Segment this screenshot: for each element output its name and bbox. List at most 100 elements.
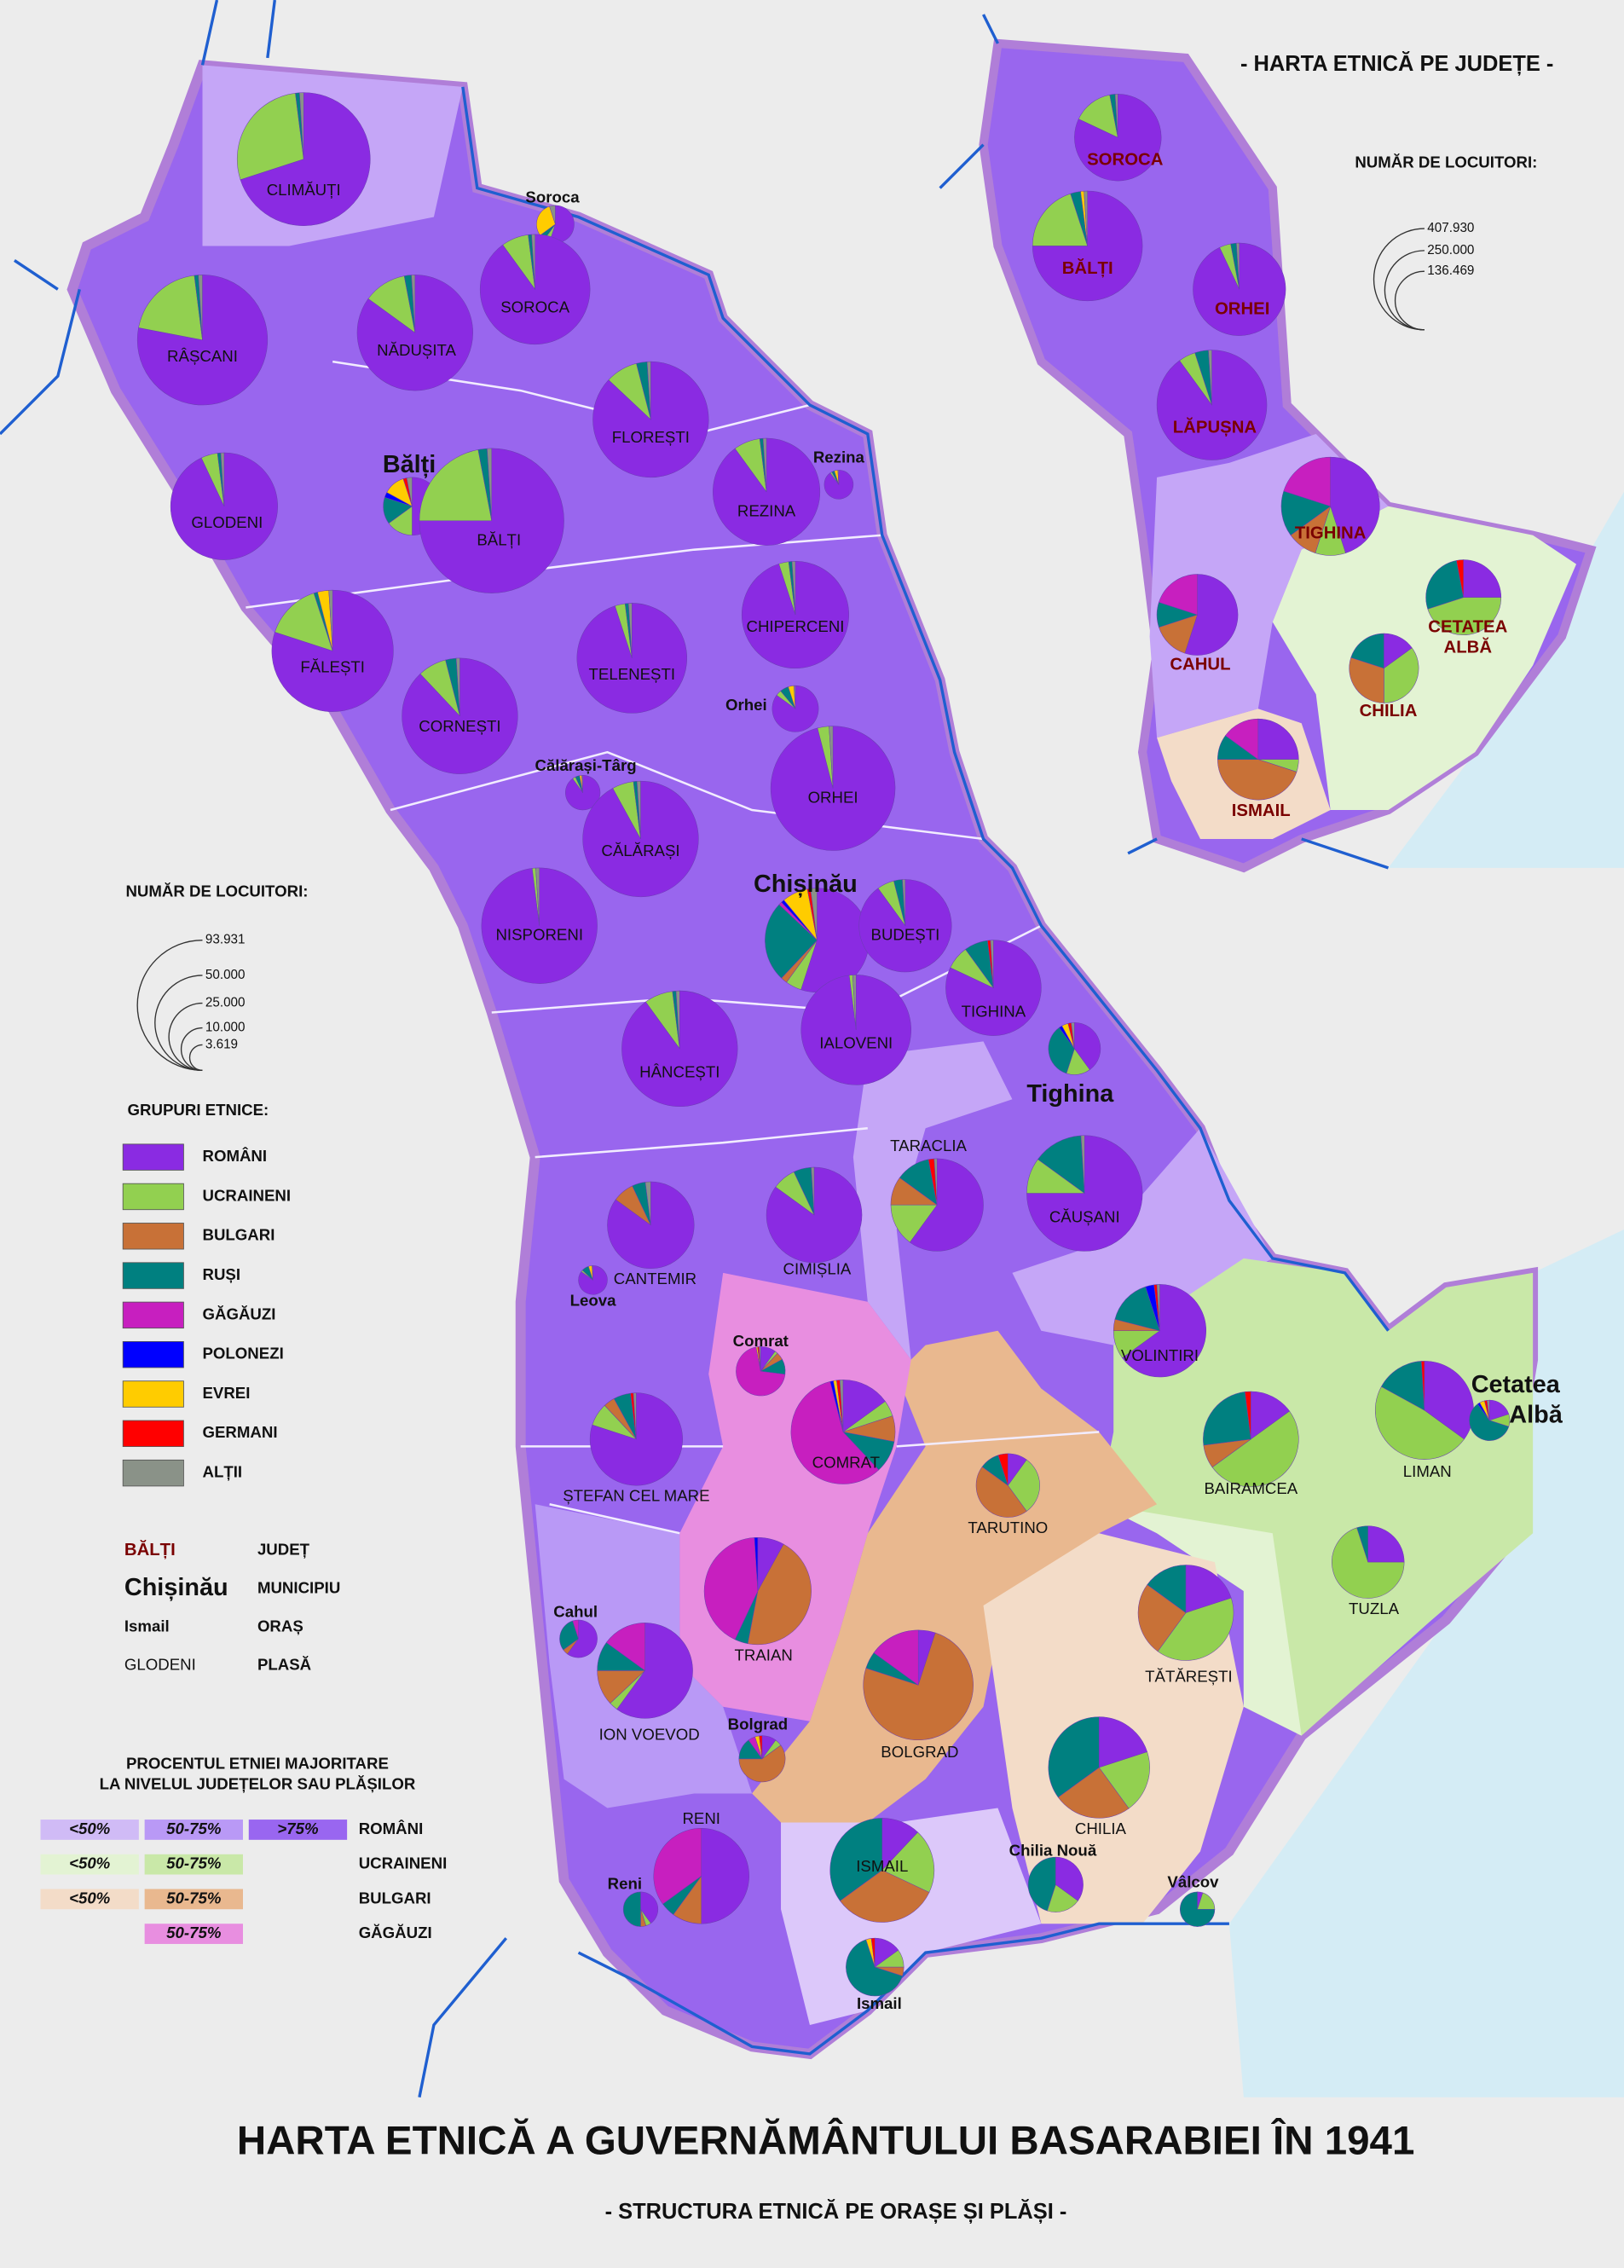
pie-slice [1074, 1022, 1101, 1070]
legend-label: ROMÂNI [202, 1147, 267, 1165]
majority-swatch [144, 1820, 243, 1840]
majority-group: BULGARI [359, 1889, 431, 1906]
population-title: NUMĂR DE LOCUITORI: [125, 882, 308, 900]
pie-slice [1084, 190, 1088, 246]
pie-slice [1156, 350, 1268, 460]
pie-slice [644, 1181, 651, 1225]
region-ukrainian-light [1099, 1504, 1302, 1736]
pie-slice [762, 437, 767, 492]
majority-class: >75% [277, 1820, 319, 1837]
pie-slice [549, 205, 556, 225]
place-label: NISPORENI [495, 926, 583, 944]
county-label: CAHUL [1170, 656, 1230, 674]
pie-slice [1147, 1565, 1187, 1613]
majority-swatch [40, 1889, 139, 1910]
pie-slice [1425, 560, 1464, 610]
place-label: Orhei [725, 696, 767, 714]
pie-slice [1203, 1391, 1251, 1446]
pie-slice [754, 1537, 759, 1592]
pie-slice [419, 449, 493, 522]
subtitle: - STRUCTURA ETNICĂ PE ORAȘE ȘI PLĂȘI - [605, 2199, 1067, 2224]
place-label: BAIRAMCEA [1204, 1479, 1297, 1497]
pie-slice [1078, 94, 1118, 138]
scale-circle [168, 1002, 203, 1072]
county-label: SOROCA [1087, 151, 1164, 170]
pie-slice [1236, 242, 1240, 290]
pie-slice [1217, 759, 1297, 801]
majority-class: <50% [69, 1889, 111, 1906]
pie-slice [1074, 94, 1162, 182]
pie-slice [863, 1632, 974, 1740]
label-example: Ismail [124, 1617, 170, 1634]
legend-swatch [122, 1380, 184, 1408]
pie-slice [829, 1818, 883, 1901]
pie-slice [1008, 1459, 1040, 1512]
county-label: CETATEA [1428, 618, 1507, 637]
pie-slice [581, 775, 583, 793]
pie-slice [1251, 1391, 1290, 1440]
pie-slice [299, 92, 304, 159]
pie-slice [1469, 1403, 1510, 1441]
pie-slice [1330, 456, 1380, 553]
scale-label: 250.000 [1427, 243, 1474, 257]
pie-slice [1349, 657, 1384, 703]
place-label: REZINA [737, 501, 796, 519]
pie-slice [627, 603, 633, 658]
pie-slice [829, 726, 834, 789]
place-label: RÂȘCANI [167, 347, 238, 365]
legend-label: RUȘI [202, 1265, 240, 1283]
place-label: Vâlcov [1167, 1873, 1219, 1891]
pie-slice [567, 1619, 598, 1658]
label-meaning: PLASĂ [257, 1655, 311, 1673]
rivers [0, 0, 1390, 2098]
place-label: TUZLA [1349, 1600, 1400, 1617]
scale-label: 25.000 [205, 996, 246, 1010]
pie-slice [1374, 1386, 1465, 1460]
pie-slice [1156, 1284, 1160, 1331]
pie-slice [794, 685, 796, 709]
legend-swatch [122, 1143, 184, 1171]
pie-slice [873, 1629, 919, 1686]
place-label: CORNEȘTI [419, 717, 500, 735]
pie-slice [1421, 1361, 1425, 1411]
scale-circle [1384, 250, 1425, 331]
place-label: RENI [682, 1809, 720, 1827]
pie-slice [1114, 94, 1118, 138]
inset-title: - HARTA ETNICĂ PE JUDEȚE - [1240, 51, 1553, 76]
pie-slice [1184, 574, 1239, 656]
legend-swatch [122, 1223, 184, 1250]
place-label: COMRAT [812, 1454, 880, 1472]
pie-slice [605, 1623, 645, 1671]
place-label: Rezina [813, 448, 865, 466]
pie-slice [1122, 1284, 1206, 1378]
pie-slice [1367, 1525, 1405, 1563]
scale-circle [154, 975, 203, 1072]
majority-group: ROMÂNI [359, 1820, 424, 1837]
place-label: BUDEȘTI [871, 926, 940, 944]
label-meaning: MUNICIPIU [257, 1578, 340, 1596]
pie-slice [1245, 1391, 1251, 1439]
pie-slice [455, 657, 460, 716]
place-label: CANTEMIR [614, 1270, 696, 1287]
pie-slice [1048, 1716, 1100, 1798]
pie-slice [1057, 1767, 1130, 1819]
pie-slice [1456, 559, 1464, 598]
pie-slice [933, 1158, 938, 1206]
pie-slice [736, 1346, 786, 1397]
majority-title: PROCENTUL ETNIEI MAJORITARE [126, 1755, 389, 1773]
majority-group: GĂGĂUZI [359, 1924, 432, 1941]
pie-slice [790, 1380, 880, 1484]
pie-slice [1356, 1525, 1369, 1563]
label-meaning: ORAȘ [257, 1617, 303, 1634]
pie-slice [220, 452, 225, 506]
place-label: TELENEȘTI [589, 665, 676, 683]
pie-slice [1071, 1022, 1075, 1049]
pie-slice [633, 1392, 637, 1439]
pie-slice [1055, 1856, 1084, 1901]
pie-slice [138, 275, 203, 341]
pie-slice [738, 1744, 786, 1783]
pie-slice [411, 275, 416, 333]
pie-slice [1080, 1135, 1085, 1194]
scale-label: 136.469 [1427, 263, 1474, 278]
majority-class: 50-75% [166, 1854, 222, 1872]
